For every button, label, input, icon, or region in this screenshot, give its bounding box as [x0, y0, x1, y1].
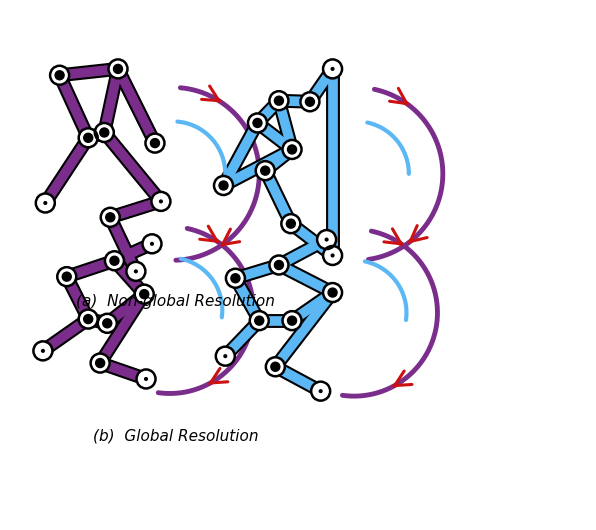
Circle shape [103, 319, 112, 328]
Circle shape [323, 246, 342, 265]
Circle shape [151, 192, 170, 211]
Circle shape [226, 269, 245, 288]
Circle shape [317, 230, 336, 249]
Circle shape [151, 242, 153, 245]
Circle shape [55, 71, 64, 80]
Circle shape [323, 283, 342, 302]
Circle shape [281, 214, 300, 233]
Circle shape [57, 267, 76, 286]
Circle shape [79, 310, 98, 329]
Circle shape [150, 139, 160, 147]
Circle shape [98, 314, 117, 333]
Circle shape [248, 113, 267, 132]
Circle shape [305, 98, 315, 106]
Circle shape [311, 382, 330, 401]
Circle shape [62, 272, 72, 281]
Circle shape [136, 369, 156, 388]
Circle shape [274, 261, 284, 269]
Circle shape [83, 315, 93, 323]
Circle shape [271, 363, 280, 371]
Circle shape [100, 128, 109, 137]
Circle shape [260, 166, 270, 175]
Circle shape [224, 355, 226, 358]
Circle shape [110, 257, 119, 265]
Circle shape [83, 134, 93, 142]
Circle shape [219, 181, 228, 190]
Circle shape [286, 219, 296, 228]
Circle shape [256, 161, 275, 180]
Circle shape [145, 134, 164, 153]
Circle shape [269, 255, 288, 275]
Circle shape [126, 262, 145, 281]
Circle shape [50, 66, 69, 85]
Circle shape [214, 176, 233, 195]
Circle shape [91, 354, 110, 373]
Circle shape [231, 274, 240, 282]
Circle shape [253, 119, 262, 127]
Circle shape [331, 67, 334, 70]
Circle shape [323, 59, 342, 78]
Circle shape [319, 390, 322, 393]
Circle shape [274, 96, 284, 105]
Circle shape [108, 59, 128, 78]
Circle shape [142, 234, 162, 253]
Circle shape [325, 238, 328, 241]
Circle shape [250, 311, 269, 330]
Circle shape [300, 92, 319, 111]
Circle shape [105, 251, 124, 270]
Circle shape [79, 128, 98, 147]
Circle shape [105, 213, 115, 222]
Circle shape [287, 316, 297, 325]
Circle shape [95, 359, 105, 367]
Circle shape [145, 377, 147, 381]
Text: (a)  Non-global Resolution: (a) Non-global Resolution [76, 294, 275, 308]
Circle shape [135, 285, 154, 304]
Circle shape [328, 288, 337, 297]
Circle shape [283, 311, 302, 330]
Circle shape [266, 357, 285, 376]
Circle shape [135, 270, 137, 273]
Circle shape [216, 347, 235, 366]
Circle shape [113, 65, 123, 73]
Circle shape [42, 349, 44, 352]
Circle shape [36, 193, 55, 213]
Circle shape [95, 123, 114, 142]
Circle shape [331, 254, 334, 257]
Circle shape [101, 208, 120, 227]
Circle shape [254, 316, 264, 325]
Circle shape [287, 145, 297, 154]
Circle shape [283, 140, 302, 159]
Circle shape [139, 290, 149, 298]
Circle shape [160, 200, 162, 203]
Text: (b)  Global Resolution: (b) Global Resolution [93, 428, 259, 443]
Circle shape [44, 201, 46, 205]
Circle shape [269, 91, 288, 110]
Circle shape [33, 341, 52, 360]
